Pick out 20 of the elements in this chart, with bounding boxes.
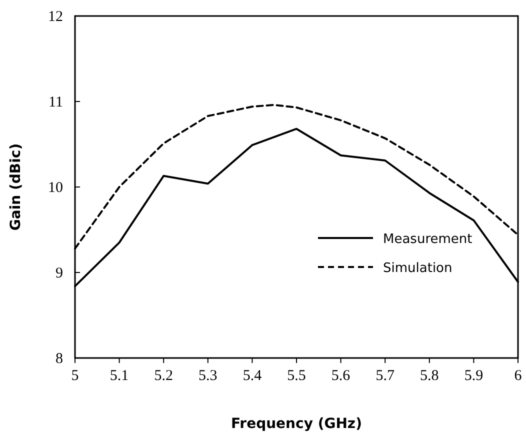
x-tick-label: 5.6 — [331, 368, 351, 384]
x-tick-label: 6 — [514, 368, 522, 384]
x-tick-label: 5.9 — [464, 368, 484, 384]
y-tick-label: 12 — [48, 9, 63, 25]
x-tick-label: 5.3 — [198, 368, 218, 384]
x-tick-label: 5 — [71, 368, 79, 384]
y-tick-label: 10 — [48, 180, 63, 196]
y-tick-label: 9 — [56, 266, 63, 282]
x-tick-label: 5.1 — [110, 368, 129, 384]
y-axis-title: Gain (dBic) — [8, 143, 24, 231]
x-tick-label: 5.4 — [242, 368, 262, 384]
x-tick-label: 5.5 — [287, 368, 306, 384]
x-axis-title: Frequency (GHz) — [231, 416, 362, 432]
y-tick-label: 8 — [56, 351, 63, 367]
x-tick-label: 5.2 — [154, 368, 173, 384]
legend-label: Measurement — [383, 232, 472, 247]
legend-label: Simulation — [383, 261, 452, 276]
x-tick-label: 5.8 — [420, 368, 439, 384]
x-tick-label: 5.7 — [376, 368, 395, 384]
y-tick-label: 11 — [48, 94, 63, 110]
